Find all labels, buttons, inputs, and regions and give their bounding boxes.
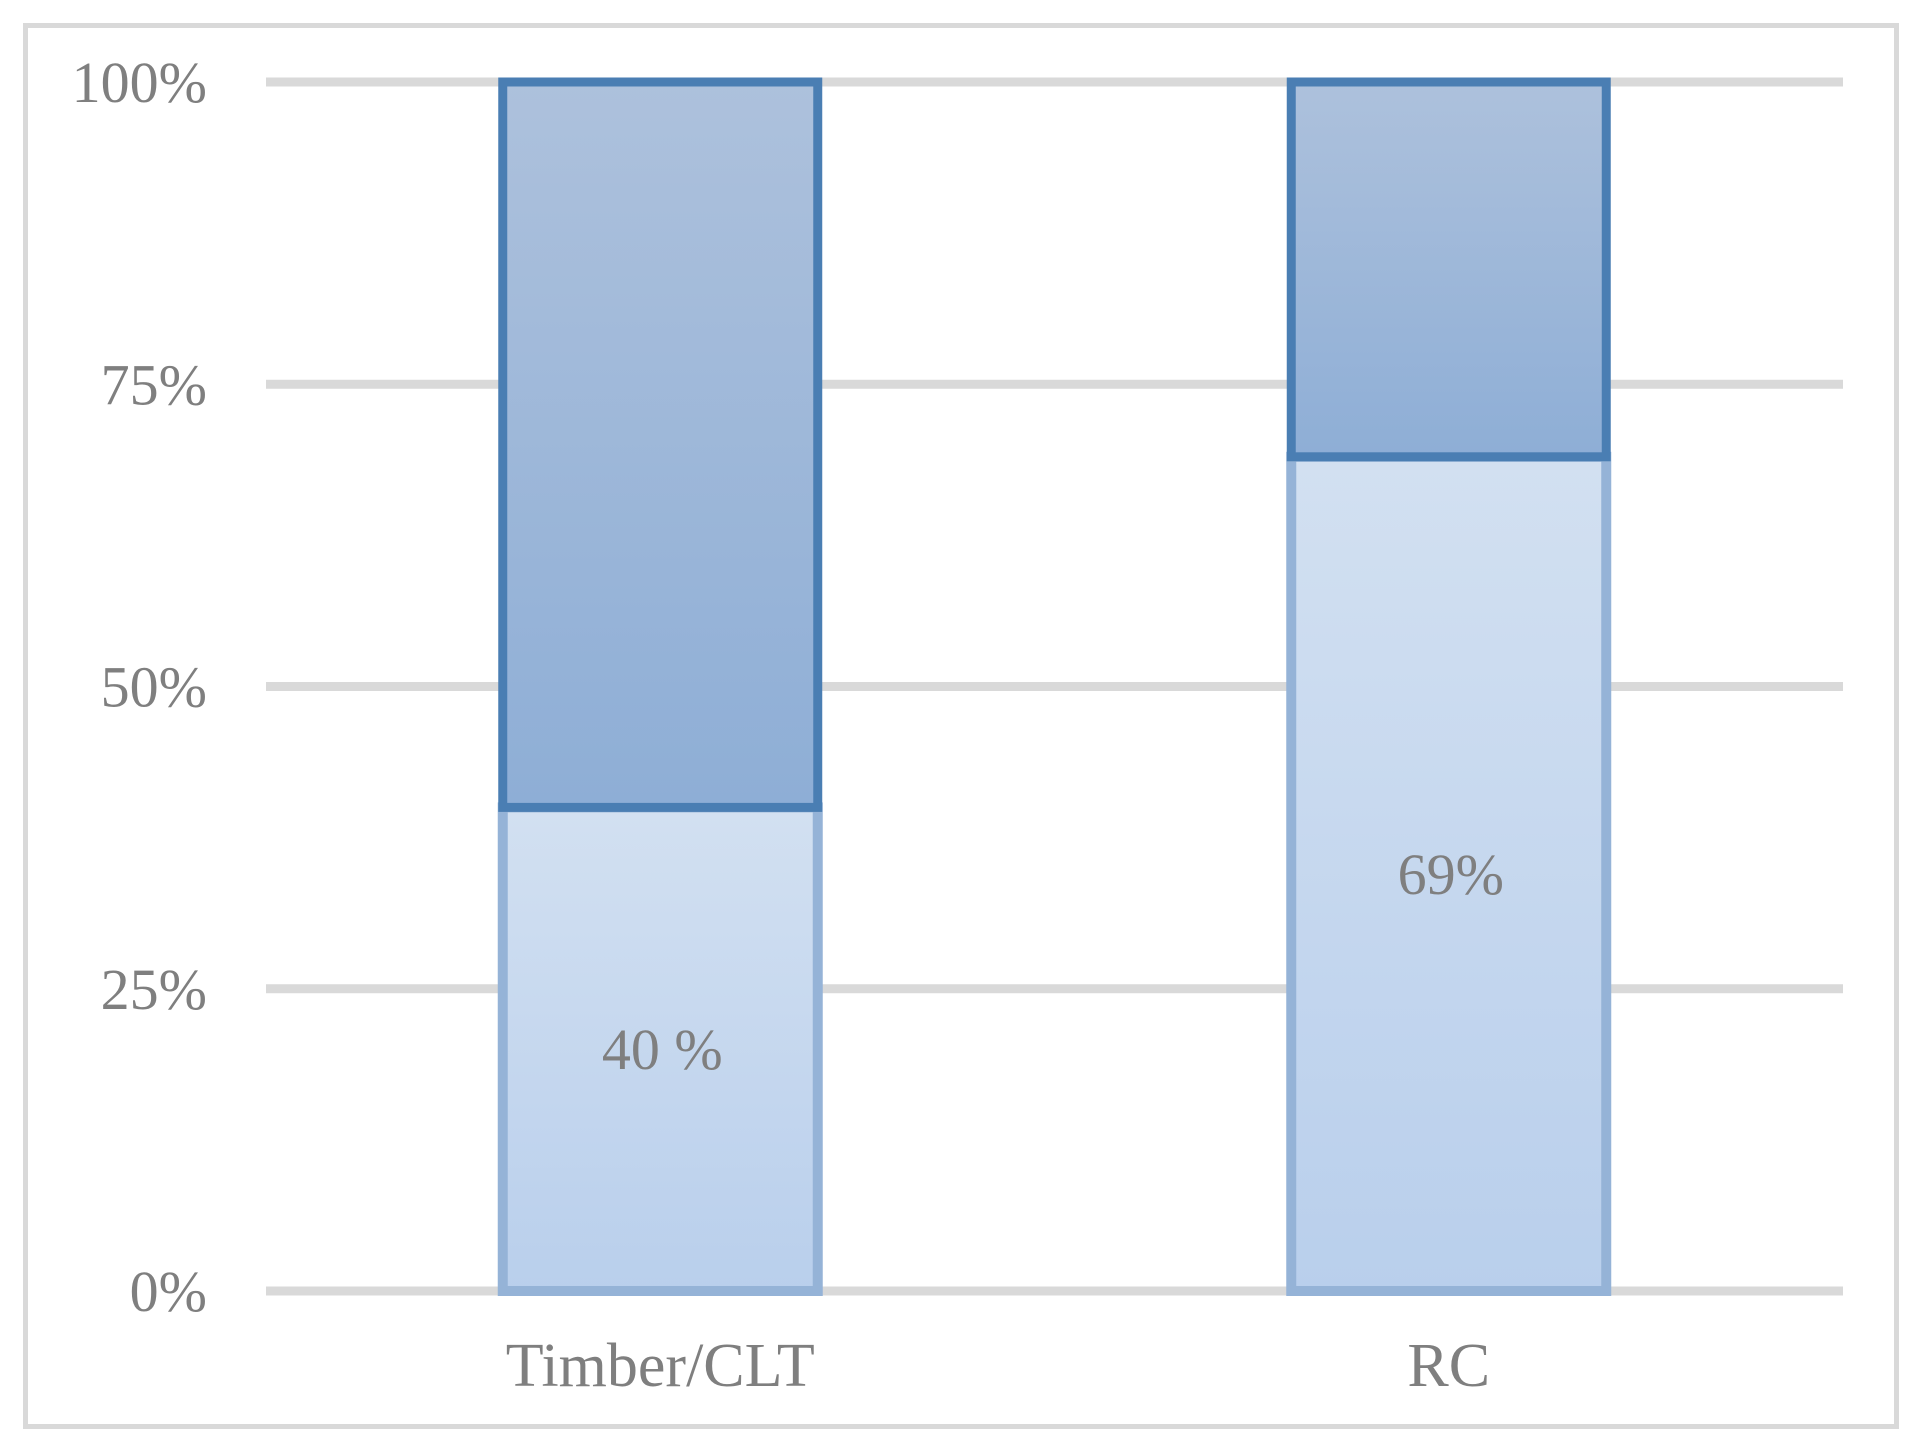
bars: [497, 77, 1612, 1297]
y-tick-label: 50%: [101, 655, 207, 720]
bar-segment: [498, 77, 823, 812]
y-tick-label: 0%: [130, 1259, 207, 1324]
data-label: 40 %: [602, 1017, 723, 1082]
category-label: RC: [1407, 1332, 1490, 1400]
bar-segment: [497, 802, 823, 1297]
data-labels: 40 % 69%: [602, 842, 1504, 1082]
y-tick-label: 75%: [101, 352, 207, 417]
bar-segment: [1286, 77, 1611, 462]
data-label: 69%: [1398, 842, 1504, 907]
y-tick-label: 100%: [72, 50, 207, 115]
x-axis-categories: Timber/CLT RC: [506, 1332, 1490, 1400]
category-label: Timber/CLT: [506, 1332, 815, 1400]
y-axis-ticks: 0% 25% 50% 75% 100%: [72, 50, 207, 1324]
y-tick-label: 25%: [101, 957, 207, 1022]
